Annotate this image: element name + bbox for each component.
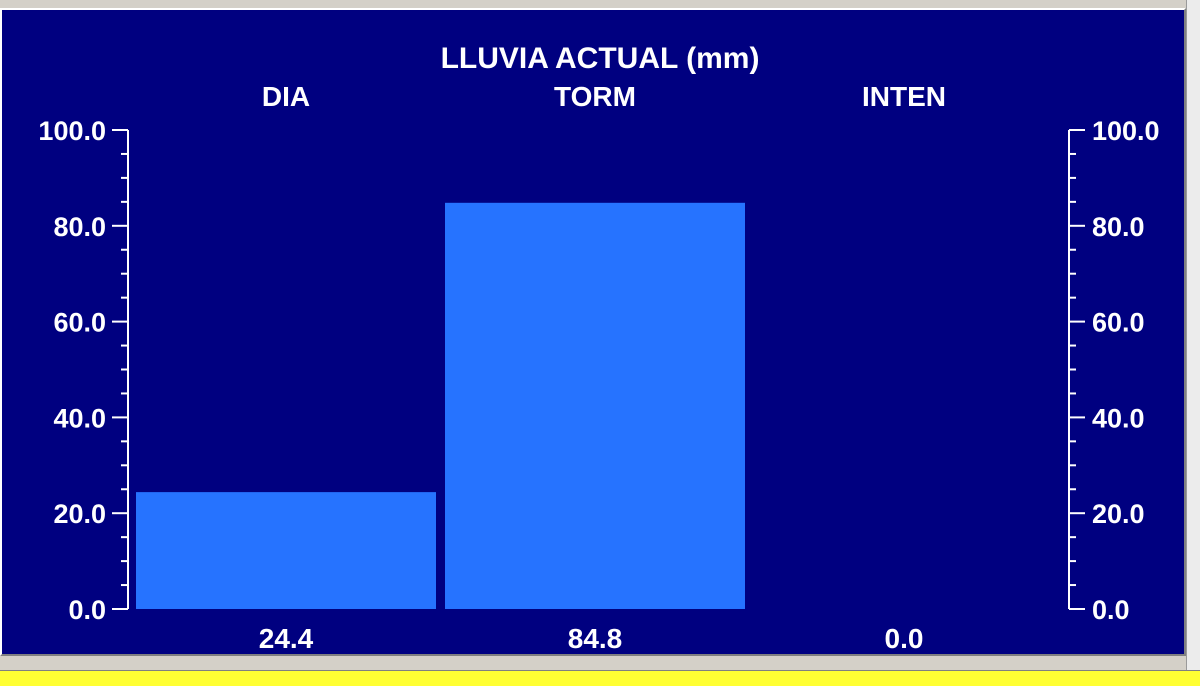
left-tick-label: 100.0 bbox=[38, 116, 106, 146]
left-tick-label: 80.0 bbox=[53, 212, 106, 242]
right-tick-label: 60.0 bbox=[1092, 308, 1145, 338]
right-tick-label: 100.0 bbox=[1092, 116, 1160, 146]
left-tick-label: 0.0 bbox=[68, 595, 106, 625]
value-label-torm: 84.8 bbox=[568, 623, 623, 654]
rain-chart-panel: LLUVIA ACTUAL (mm) 0.0 0.0 20.0 20.0 40.0 40.… bbox=[0, 8, 1186, 656]
category-label-inten: INTEN bbox=[862, 81, 946, 112]
right-tick-label: 0.0 bbox=[1092, 595, 1130, 625]
value-label-dia: 24.4 bbox=[259, 623, 314, 654]
value-label-inten: 0.0 bbox=[885, 623, 924, 654]
right-tick-label: 80.0 bbox=[1092, 212, 1145, 242]
right-tick-label: 20.0 bbox=[1092, 499, 1145, 529]
axes: 0.0 0.0 20.0 20.0 40.0 40.0 60.0 60.0 80.0 80.0 10… bbox=[38, 116, 1159, 625]
right-frame-strip bbox=[1186, 0, 1200, 686]
left-tick-label: 40.0 bbox=[53, 403, 106, 433]
status-strip bbox=[0, 670, 1200, 686]
category-label-dia: DIA bbox=[262, 81, 310, 112]
bar-torm bbox=[445, 202, 745, 610]
chart-title: LLUVIA ACTUAL (mm) bbox=[441, 42, 760, 75]
right-tick-label: 40.0 bbox=[1092, 403, 1145, 433]
bar-dia bbox=[136, 492, 436, 609]
category-label-torm: TORM bbox=[554, 81, 636, 112]
rain-chart: LLUVIA ACTUAL (mm) 0.0 0.0 20.0 20.0 40.0 40.… bbox=[38, 42, 1159, 654]
bars bbox=[136, 202, 745, 610]
labels: DIA 24.4 TORM 84.8 INTEN 0.0 bbox=[259, 81, 946, 654]
left-tick-label: 60.0 bbox=[53, 308, 106, 338]
left-tick-label: 20.0 bbox=[53, 499, 106, 529]
